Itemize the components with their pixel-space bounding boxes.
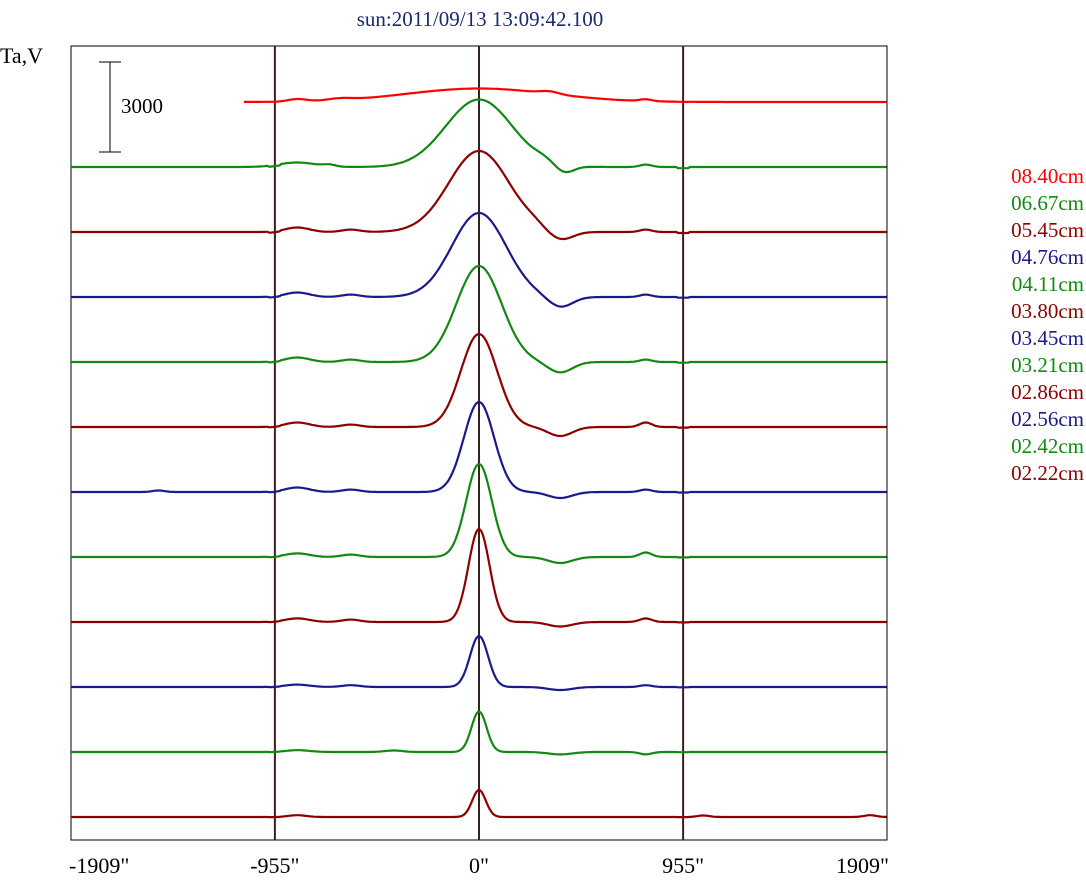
scale-bar: 3000	[99, 61, 163, 153]
chart-title: sun:2011/09/13 13:09:42.100	[357, 7, 604, 31]
series-line-03.45cm	[71, 401, 887, 500]
series-line-02.86cm	[71, 528, 887, 628]
x-tick-label-4: 1909"	[836, 853, 889, 878]
vertical-reference-lines	[273, 46, 685, 840]
x-tick-label-3: 955"	[662, 853, 704, 878]
legend-entry-03.21cm: 03.21cm	[1011, 353, 1084, 377]
scale-bar-label: 3000	[121, 94, 163, 118]
series-line-02.42cm	[71, 710, 887, 756]
legend-entry-05.45cm: 05.45cm	[1011, 218, 1084, 242]
series-line-05.45cm	[71, 149, 887, 241]
legend-entry-08.40cm: 08.40cm	[1011, 164, 1084, 188]
series-group	[71, 87, 887, 819]
legend: 08.40cm 06.67cm 05.45cm 04.76cm 04.11cm 03.80…	[1011, 164, 1084, 485]
legend-entry-02.22cm: 02.22cm	[1011, 461, 1084, 485]
x-tick-label-2: 0"	[469, 853, 489, 878]
legend-entry-04.11cm: 04.11cm	[1012, 272, 1084, 296]
legend-entry-02.42cm: 02.42cm	[1011, 434, 1084, 458]
series-line-02.56cm	[71, 634, 887, 692]
legend-entry-03.45cm: 03.45cm	[1011, 326, 1084, 350]
series-line-03.80cm	[71, 333, 887, 438]
series-line-02.22cm	[71, 788, 887, 819]
legend-entry-03.80cm: 03.80cm	[1011, 299, 1084, 323]
x-tick-label-0: -1909"	[69, 853, 129, 878]
series-line-04.11cm	[71, 264, 887, 374]
legend-entry-02.56cm: 02.56cm	[1011, 407, 1084, 431]
legend-entry-06.67cm: 06.67cm	[1011, 191, 1084, 215]
series-line-04.76cm	[71, 211, 887, 308]
series-line-08.40cm	[243, 87, 887, 104]
x-tick-label-1: -955"	[250, 853, 299, 878]
series-line-03.21cm	[71, 463, 887, 565]
series-line-06.67cm	[71, 98, 887, 174]
legend-entry-02.86cm: 02.86cm	[1011, 380, 1084, 404]
x-tick-labels: -1909" -955" 0" 955" 1909"	[69, 853, 889, 878]
legend-entry-04.76cm: 04.76cm	[1011, 245, 1084, 269]
y-axis-label: Ta,V	[0, 43, 43, 68]
